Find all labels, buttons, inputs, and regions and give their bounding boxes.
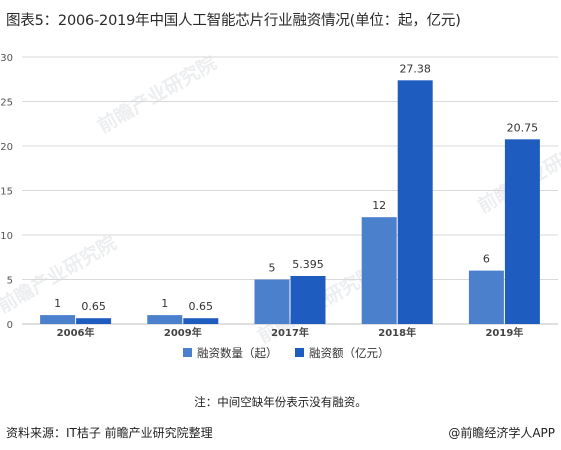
- data-label: 20.75: [507, 121, 539, 134]
- bar-amount: [290, 275, 326, 324]
- y-tick-label: 25: [0, 98, 13, 109]
- x-tick-label: 2017年: [271, 326, 309, 339]
- data-label: 12: [372, 199, 386, 212]
- y-tick-label: 10: [0, 231, 13, 242]
- bar-count: [254, 279, 290, 324]
- x-tick-label: 2006年: [57, 326, 95, 339]
- x-tick-label: 2009年: [164, 326, 202, 339]
- data-label: 5: [269, 262, 276, 275]
- bar-amount: [183, 318, 219, 324]
- y-tick-label: 20: [0, 142, 13, 153]
- y-tick-label: 15: [0, 187, 13, 198]
- bar-amount: [504, 139, 540, 324]
- legend-label: 融资数量（起）: [197, 346, 278, 360]
- bar-count: [361, 217, 397, 324]
- legend-swatch: [295, 348, 304, 357]
- chart-title: 图表5：2006-2019年中国人工智能芯片行业融资情况(单位：起，亿元): [6, 13, 461, 29]
- data-label: 1: [161, 297, 168, 310]
- data-label: 0.65: [189, 300, 214, 313]
- chart-note: 注：中间空缺年份表示没有融资。: [194, 395, 367, 409]
- x-tick-label: 2019年: [485, 326, 523, 339]
- bar-chart: 0 5 10 15 20 25 30 1 0.65 2006年 1 0.65 2009年 5 5.395 20…: [0, 53, 558, 360]
- credit-text: @前瞻经济学人APP: [448, 426, 555, 440]
- data-label: 6: [483, 253, 490, 266]
- source-text: 资料来源：IT桔子 前瞻产业研究院整理: [6, 426, 213, 440]
- data-label: 0.65: [81, 300, 106, 313]
- x-tick-label: 2018年: [378, 326, 416, 339]
- data-label: 5.395: [292, 258, 324, 271]
- bar-amount: [76, 318, 112, 324]
- data-label: 1: [54, 297, 61, 310]
- legend-swatch: [183, 348, 192, 357]
- y-tick-label: 5: [7, 276, 13, 287]
- bar-count: [147, 315, 183, 324]
- data-label: 27.38: [399, 62, 431, 75]
- bar-count: [468, 270, 504, 324]
- bar-amount: [397, 80, 433, 325]
- y-tick-label: 30: [0, 53, 13, 64]
- bar-count: [40, 315, 76, 324]
- y-tick-label: 0: [7, 320, 13, 331]
- legend-label: 融资额（亿元）: [309, 346, 390, 360]
